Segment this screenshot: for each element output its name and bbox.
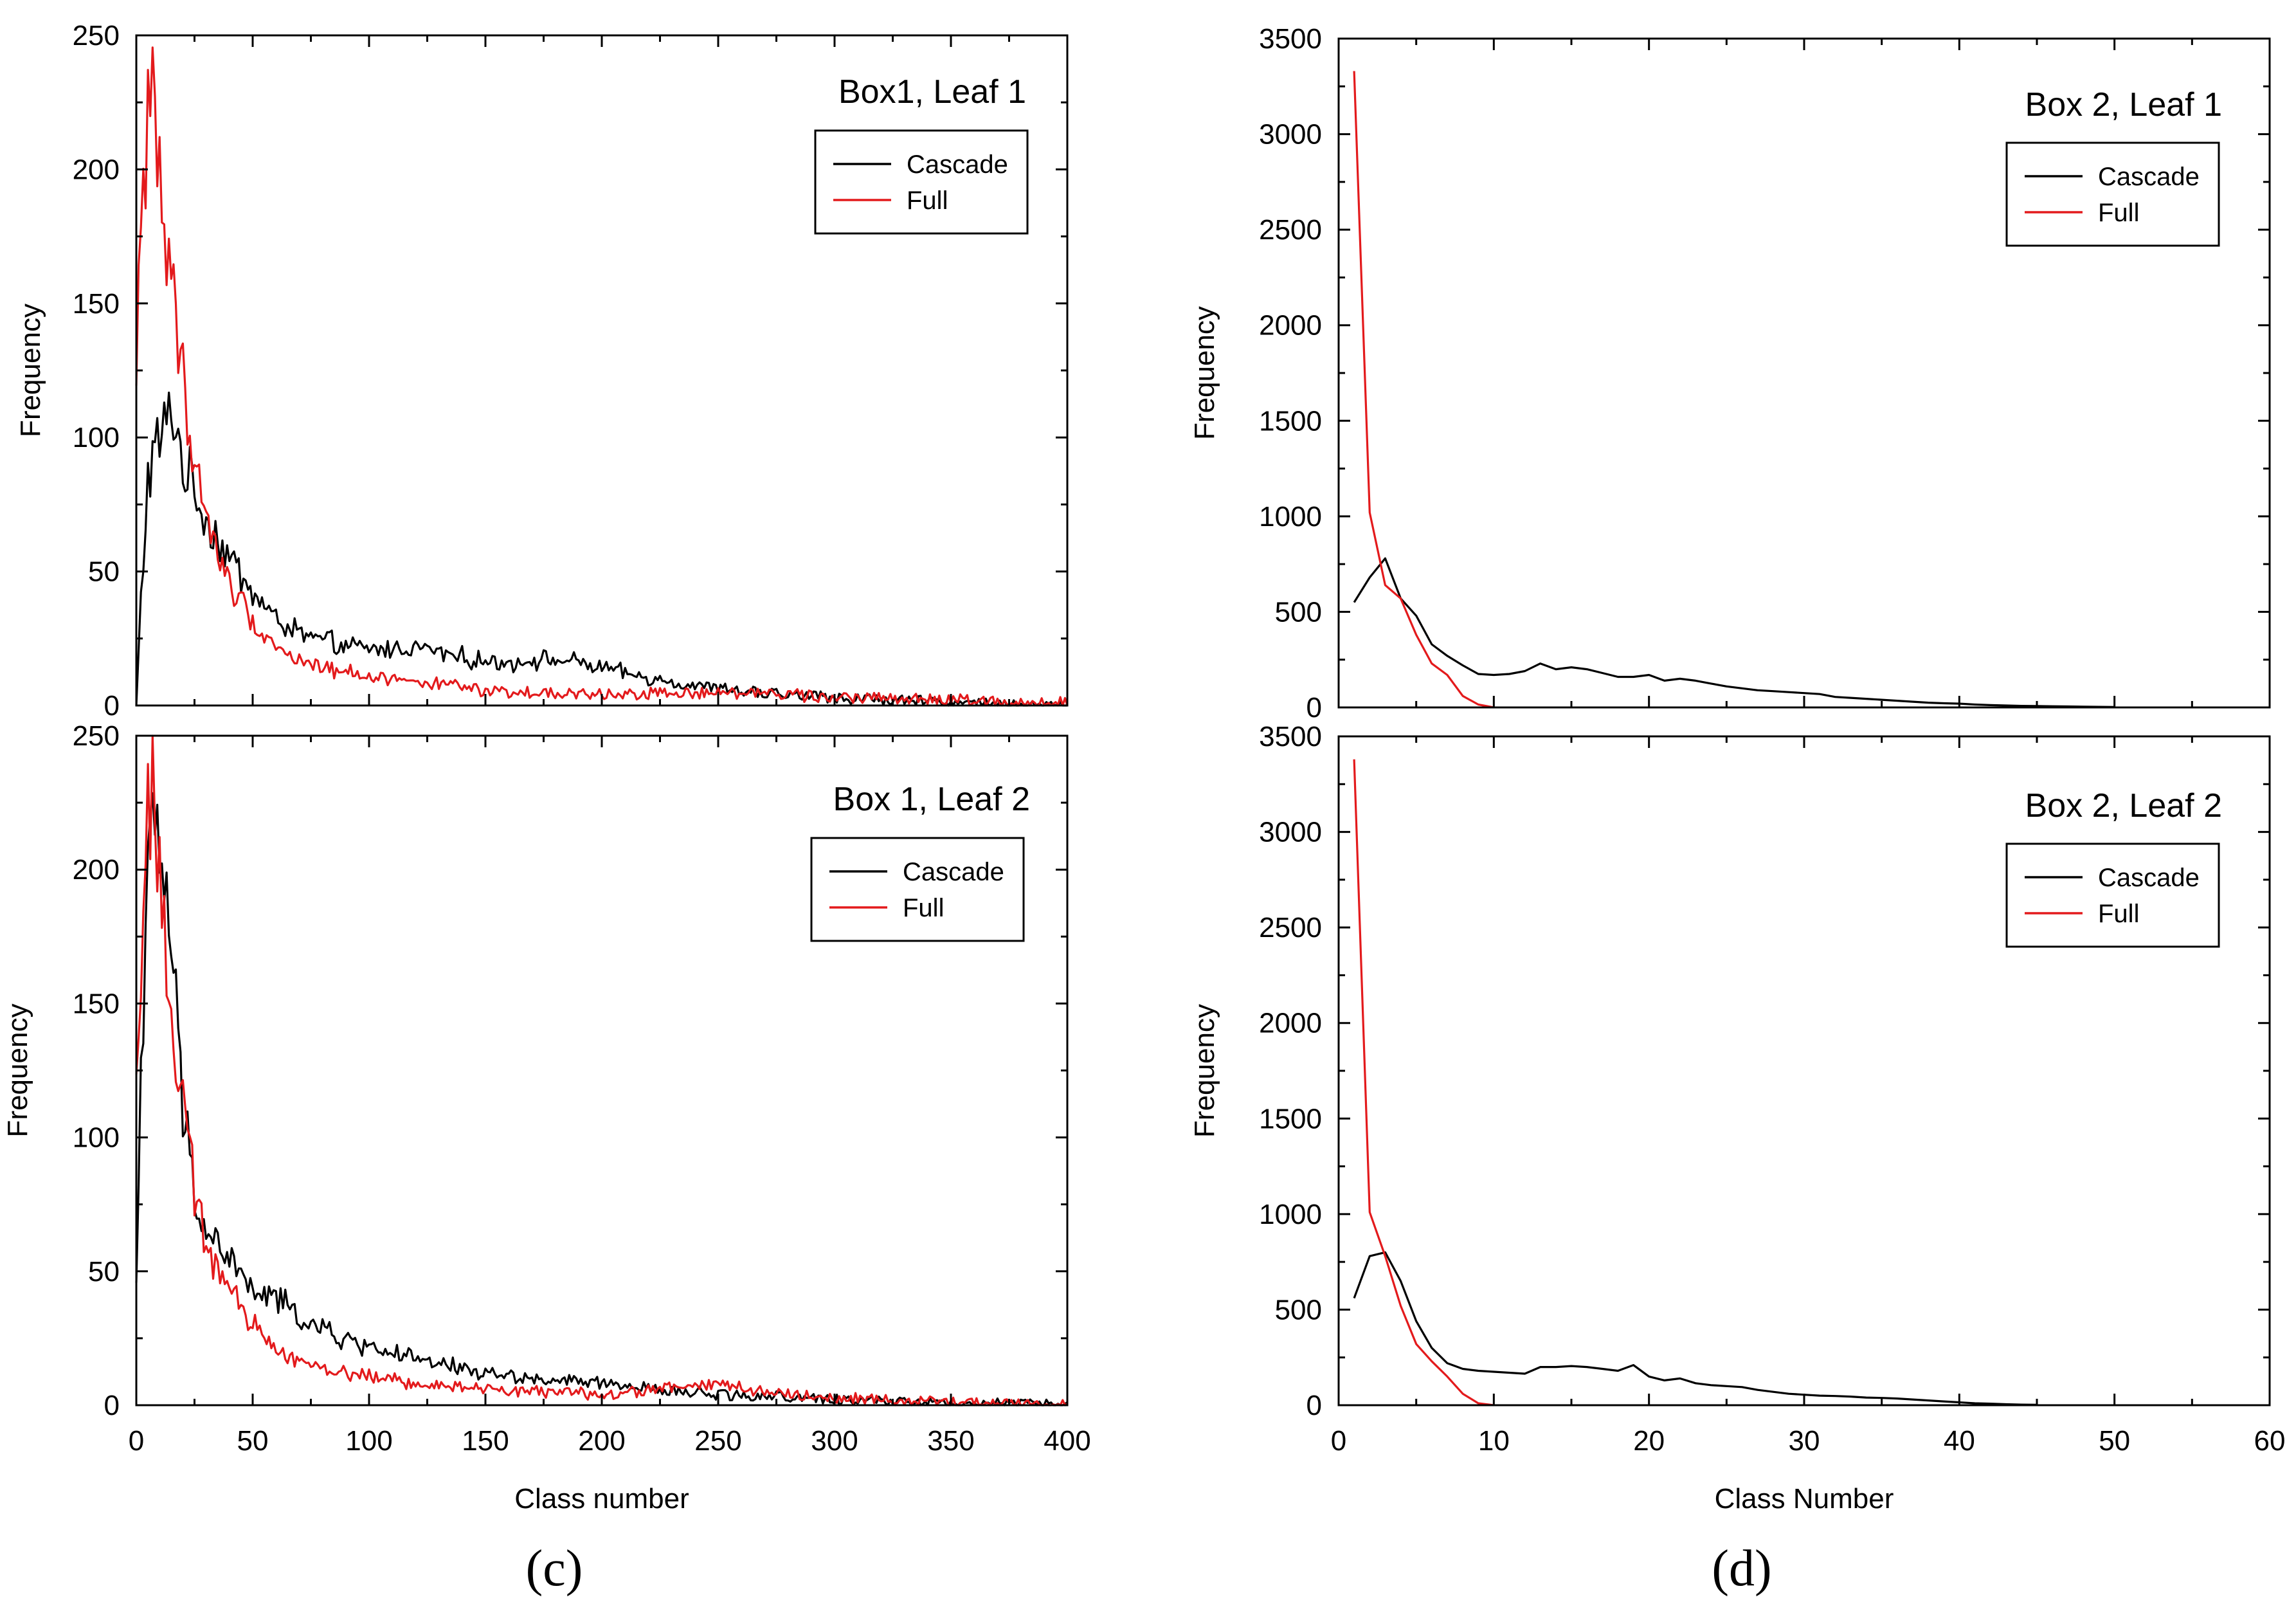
y-tick-label: 2500: [1259, 214, 1322, 246]
series-line-cascade: [1353, 557, 2115, 708]
y-tick-label: 250: [73, 20, 120, 51]
y-axis-title: Frequency: [1189, 1004, 1220, 1138]
series-line-full: [135, 734, 1068, 1406]
y-tick-label: 0: [1306, 692, 1322, 724]
x-axis-title: Class Number: [1715, 1483, 1894, 1515]
x-tick-label: 250: [694, 1425, 741, 1457]
x-tick-label: 50: [2099, 1425, 2130, 1457]
y-tick-label: 50: [88, 1256, 120, 1288]
y-axis-title: Frequency: [2, 1004, 33, 1138]
y-tick-label: 0: [104, 1390, 120, 1421]
legend-label-full: Full: [903, 894, 944, 922]
panel-title: Box 2, Leaf 1: [2025, 86, 2222, 123]
y-tick-label: 1500: [1259, 405, 1322, 437]
y-tick-label: 150: [73, 288, 120, 320]
y-tick-label: 1000: [1259, 501, 1322, 532]
plot-frame: [1337, 735, 2271, 1406]
legend-label-full: Full: [907, 187, 948, 215]
y-tick-label: 100: [73, 1122, 120, 1154]
x-tick-label: 60: [2254, 1425, 2286, 1457]
x-tick-label: 0: [129, 1425, 144, 1457]
y-tick-label: 3500: [1259, 721, 1322, 752]
series-line-full: [1353, 759, 1494, 1406]
x-tick-label: 30: [1789, 1425, 1820, 1457]
legend: Cascade Full: [2005, 141, 2220, 247]
y-tick-label: 2500: [1259, 912, 1322, 943]
y-tick-label: 0: [104, 690, 120, 722]
panel-title: Box 2, Leaf 2: [2025, 787, 2222, 824]
legend-label-cascade: Cascade: [2098, 163, 2200, 191]
panel-3: 0 500 1000 1500 2000 2500 3000 3500 Frequency Box…: [1189, 23, 2271, 724]
x-tick-label: 20: [1633, 1425, 1665, 1457]
x-tick-label: 400: [1044, 1425, 1090, 1457]
y-tick-label: 250: [73, 720, 120, 752]
legend-label-cascade: Cascade: [2098, 864, 2200, 892]
y-tick-label: 200: [73, 154, 120, 185]
x-tick-label: 200: [578, 1425, 625, 1457]
x-tick-label: 150: [462, 1425, 509, 1457]
y-axis-title: Frequency: [15, 304, 46, 437]
x-tick-label: 0: [1331, 1425, 1346, 1457]
legend-label-cascade: Cascade: [903, 858, 1004, 886]
legend-box: [810, 837, 1025, 942]
y-tick-label: 3500: [1259, 23, 1322, 55]
y-tick-label: 2000: [1259, 1008, 1322, 1039]
y-tick-label: 500: [1275, 596, 1322, 628]
legend: Cascade Full: [2005, 842, 2220, 948]
y-axis-title: Frequency: [1189, 306, 1220, 440]
y-tick-label: 150: [73, 988, 120, 1019]
panel-1: 0 50 100 150 200 250 Frequency Box1, Leaf 1 Casc…: [15, 20, 1069, 722]
panel-title: Box 1, Leaf 2: [833, 781, 1030, 818]
x-tick-label: 10: [1478, 1425, 1510, 1457]
legend-label-cascade: Cascade: [907, 150, 1008, 179]
y-tick-label: 0: [1306, 1390, 1322, 1421]
legend-box: [2005, 842, 2220, 948]
y-tick-label: 500: [1275, 1294, 1322, 1325]
y-tick-label: 3000: [1259, 119, 1322, 150]
legend-box: [814, 129, 1029, 235]
legend-box: [2005, 141, 2220, 247]
panel-4: 0 500 1000 1500 2000 2500 3000 3500 0 10 20 30 40 50 6…: [1189, 721, 2285, 1515]
panel-title: Box1, Leaf 1: [838, 73, 1026, 111]
y-tick-label: 100: [73, 422, 120, 453]
panel-2: 0 50 100 150 200 250 0 50 100 150 200 250 300 350 400 C…: [2, 720, 1091, 1515]
y-tick-label: 3000: [1259, 817, 1322, 848]
series-line-full: [1353, 71, 1494, 709]
y-tick-label: 50: [88, 556, 120, 588]
x-tick-label: 50: [237, 1425, 269, 1457]
x-tick-label: 350: [927, 1425, 974, 1457]
x-tick-label: 100: [345, 1425, 392, 1457]
x-tick-label: 300: [811, 1425, 858, 1457]
y-tick-label: 1500: [1259, 1103, 1322, 1134]
x-axis-title: Class number: [514, 1483, 689, 1515]
legend-label-full: Full: [2098, 900, 2139, 928]
legend: Cascade Full: [810, 837, 1025, 942]
caption-c: (c): [526, 1540, 583, 1597]
y-tick-label: 200: [73, 854, 120, 886]
series-line-cascade: [1353, 1251, 2038, 1406]
caption-d: (d): [1712, 1540, 1771, 1597]
series-line-cascade: [135, 391, 1067, 707]
legend-label-full: Full: [2098, 199, 2139, 227]
x-tick-label: 40: [1944, 1425, 1975, 1457]
plot-frame: [1337, 37, 2271, 709]
legend: Cascade Full: [814, 129, 1029, 235]
plot-frame: [135, 734, 1069, 1406]
y-tick-label: 1000: [1259, 1199, 1322, 1230]
y-tick-label: 2000: [1259, 310, 1322, 341]
